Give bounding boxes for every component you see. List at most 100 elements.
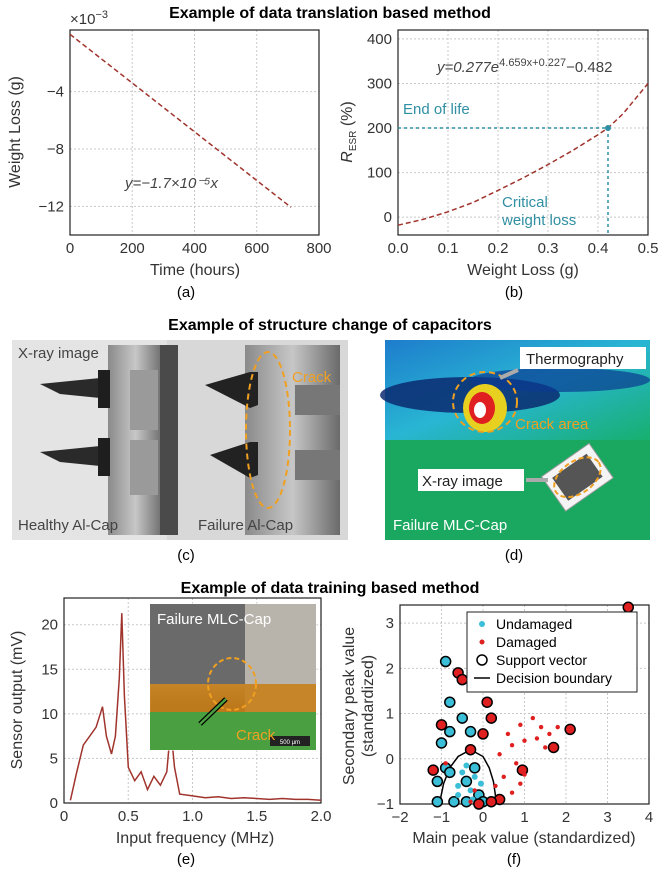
damaged-point <box>530 715 535 721</box>
healthy-cap-lead-top <box>40 378 108 398</box>
undamaged-support-vector-point <box>439 655 452 668</box>
crack-area-ellipse <box>452 371 518 433</box>
mlc-cap-xray-inset <box>540 442 614 512</box>
failure-cap-label: Failure Al-Cap <box>198 517 293 534</box>
damaged-support-vector-point <box>564 723 576 736</box>
undamaged-point <box>459 769 466 776</box>
chart-f-ylabel-1: Secondary peak value <box>341 627 358 785</box>
xray-image-label-d: X-ray image <box>422 473 503 490</box>
healthy-cap-label: Healthy Al-Cap <box>18 517 118 534</box>
damaged-point <box>493 783 498 789</box>
undamaged-support-vector-point <box>444 766 456 779</box>
undamaged-support-vector-point <box>431 775 444 788</box>
chart-b-xtick-label: 0.1 <box>438 240 459 257</box>
xray-photo-c: X-ray image Healthy Al-Cap Failure Al-Ca… <box>12 340 348 564</box>
crack-label: Crack <box>292 369 332 386</box>
chart-a-ylabel: Weight Loss (g) <box>7 76 24 188</box>
undamaged-support-vector-point <box>456 712 468 724</box>
failure-mlc-cap-label: Failure MLC-Cap <box>393 517 507 534</box>
damaged-support-vector-point <box>435 719 448 731</box>
chart-b-series-line <box>397 83 649 226</box>
damaged-support-vector-point <box>473 798 485 810</box>
undamaged-point <box>471 773 478 780</box>
chart-b-xlabel: Weight Loss (g) <box>467 262 579 279</box>
chart-f-ytick-label: 2 <box>386 660 394 677</box>
damaged-point <box>555 724 560 730</box>
chart-e-xtick-label: 1.0 <box>182 808 203 825</box>
crack-area-label: Crack area <box>515 416 589 433</box>
crack-ellipse <box>245 351 291 509</box>
damaged-point <box>497 752 502 757</box>
panel-label-e: (e) <box>177 851 195 868</box>
chart-e-ytick-label: 0 <box>50 795 58 812</box>
chart-a-equation: y=−1.7×10⁻⁵x <box>124 175 219 192</box>
chart-a-xtick-label: 0 <box>66 240 74 257</box>
undamaged-support-vector-point <box>464 725 477 738</box>
chart-e-series-line <box>69 613 322 802</box>
inset-crack-label: Crack <box>236 727 276 744</box>
damaged-support-vector-point <box>481 696 493 708</box>
damaged-point <box>534 736 540 741</box>
chart-e: 0 0.5 1.0 1.5 2.0 0 5 10 15 20 500 μm Failure MLC… <box>9 597 331 868</box>
undamaged-support-vector-point <box>444 725 456 738</box>
thermography-label: Thermography <box>526 351 624 368</box>
damaged-support-vector-point <box>464 743 477 756</box>
damaged-point <box>518 722 523 728</box>
legend-support-vector: Support vector <box>496 652 587 668</box>
chart-f-xtick-label: 2 <box>562 809 570 826</box>
chart-b-critical-label-1: Critical <box>502 194 548 211</box>
thermography-arrow <box>499 368 519 380</box>
chart-f-legend: Undamaged Damaged Support vector Decisio… <box>466 611 638 693</box>
chart-b: 0.0 0.1 0.2 0.3 0.4 0.5 0 100 200 300 400 y=0.277e… <box>339 29 658 301</box>
damaged-point <box>543 745 548 750</box>
damaged-point <box>472 788 477 793</box>
damaged-support-vector-point <box>477 728 489 740</box>
damaged-support-vector-point <box>485 795 498 808</box>
legend-damaged: Damaged <box>496 634 557 650</box>
chart-f-xtick-label: 4 <box>645 809 653 826</box>
chart-a-ytick-label: −12 <box>39 198 64 215</box>
chart-b-ytick-label: 0 <box>384 209 392 226</box>
chart-b-equation: y=0.277e4.659x+0.227−0.482 <box>436 57 612 76</box>
thermography-photo-d: Thermography Crack area X-ray image Fail… <box>380 340 650 564</box>
legend-undamaged-marker <box>479 621 485 627</box>
damaged-support-vector-point <box>547 741 560 754</box>
damaged-support-vector-point <box>622 601 634 614</box>
damaged-support-vector-point <box>456 673 468 686</box>
undamaged-support-vector-point <box>460 775 473 788</box>
damaged-support-vector-point <box>485 712 498 724</box>
chart-f-xlabel: Main peak value (standardized) <box>412 830 635 847</box>
damaged-point <box>547 731 552 737</box>
chart-b-ytick-label: 200 <box>367 120 392 137</box>
damaged-point <box>522 772 527 777</box>
legend-damaged-marker <box>479 639 485 645</box>
chart-f-frame <box>399 604 650 805</box>
chart-b-ytick-label: 400 <box>367 31 392 48</box>
chart-f-xtick-label: −2 <box>391 809 408 826</box>
chart-a: 0 200 400 600 800−4−8−12 ×10−3 y=−1.7×10⁻⁵x … <box>7 9 332 301</box>
legend-decision-boundary: Decision boundary <box>496 670 612 686</box>
damaged-point <box>468 799 473 804</box>
chart-f-ytick-label: 0 <box>386 751 394 768</box>
chart-e-ytick-label: 10 <box>41 706 58 723</box>
chart-a-ytick-label: −8 <box>47 141 64 158</box>
damaged-point <box>514 761 519 766</box>
chart-a-xtick-label: 200 <box>120 240 145 257</box>
chart-f-xtick-label: 0 <box>479 809 487 826</box>
undamaged-point <box>463 762 470 769</box>
undamaged-point <box>455 791 462 798</box>
damaged-point <box>501 774 506 780</box>
chart-a-xtick-label: 400 <box>182 240 207 257</box>
panel-label-f: (f) <box>507 851 521 868</box>
failure-mlc-cap-inset: 500 μm Failure MLC-Cap Crack <box>149 603 317 751</box>
chart-a-xtick-label: 800 <box>306 240 331 257</box>
damaged-point <box>538 724 544 730</box>
chart-a-scale-note: ×10−3 <box>70 9 108 28</box>
chart-e-ytick-label: 5 <box>50 750 58 767</box>
chart-f-ytick-label: 3 <box>386 615 394 632</box>
chart-f-xtick-label: −1 <box>433 809 450 826</box>
panel-label-a: (a) <box>177 284 195 301</box>
chart-f-xtick-label: 1 <box>520 809 528 826</box>
